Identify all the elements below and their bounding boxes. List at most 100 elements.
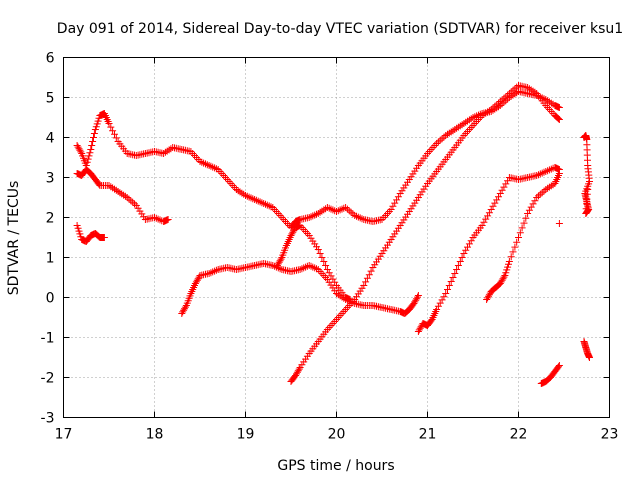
data-point-arc-a <box>555 104 563 111</box>
data-point-arc-h <box>492 280 503 291</box>
data-point-arc-k <box>584 162 593 182</box>
y-tick-label: 0 <box>46 291 55 307</box>
data-point-arc-f <box>414 182 430 201</box>
data-point-arc-a <box>333 204 348 215</box>
data-point-arc-b <box>123 194 138 208</box>
data-point-arc-a <box>187 148 202 163</box>
data-point-arc-a <box>105 120 120 142</box>
data-point-arc-f <box>551 112 562 123</box>
data-point-arc-a <box>278 214 293 229</box>
data-point-arc-k <box>582 190 591 217</box>
data-point-arc-k <box>583 136 591 164</box>
data-point-arc-c <box>100 234 108 241</box>
data-point-arc-e <box>273 255 285 269</box>
data-point-arc-f <box>323 318 339 333</box>
y-tick-label: -2 <box>41 371 55 387</box>
x-tick-label: 20 <box>328 427 346 443</box>
y-tick-labels: -3 -2 -1 0 1 2 3 4 5 6 <box>41 51 55 427</box>
data-point-arc-a <box>205 162 220 173</box>
data-point-arc-d <box>178 303 189 317</box>
data-point-arc-d <box>191 273 203 287</box>
data-point-arc-a <box>214 166 229 181</box>
data-point-arc-a <box>82 149 94 169</box>
data-point-arc-g <box>428 308 440 323</box>
data-point-arc-a <box>351 212 366 223</box>
data-point-arc-b <box>105 182 120 194</box>
data-point-arc-h <box>515 214 530 241</box>
x-tick-label: 17 <box>55 427 73 443</box>
data-point-arc-f <box>451 134 466 151</box>
y-tick-label: 6 <box>46 51 55 67</box>
data-point-arc-g <box>433 293 448 313</box>
data-point-arc-d <box>269 262 284 273</box>
data-point-arc-g <box>424 317 435 329</box>
data-point-arc-k <box>584 186 592 193</box>
data-point-arc-b <box>132 202 148 221</box>
data-point-arc-b <box>82 166 94 177</box>
data-point-arc-h <box>542 181 557 193</box>
data-point-arc-a <box>91 114 103 133</box>
x-tick-label: 18 <box>146 427 164 443</box>
data-point-arc-l <box>586 354 593 361</box>
data-point-arc-h <box>501 260 512 279</box>
data-point-arc-a <box>323 204 339 215</box>
data-point-arc-k <box>582 132 591 143</box>
data-point-arc-i <box>542 374 553 385</box>
y-tick-label: -1 <box>41 331 55 347</box>
data-point-arc-a <box>387 193 402 213</box>
data-point-arc-b <box>87 170 98 182</box>
data-point-arc-f <box>478 107 493 119</box>
data-point-arc-a <box>114 138 129 155</box>
data-point-arc-c <box>91 230 103 241</box>
data-point-arc-i <box>546 369 558 381</box>
y-tick-label: 4 <box>46 131 55 147</box>
data-point-arc-e <box>323 266 339 286</box>
data-point-arc-d <box>187 282 198 297</box>
x-tick-label: 19 <box>237 427 255 443</box>
data-point-arc-f <box>296 352 311 371</box>
data-point-arc-f <box>460 124 475 139</box>
data-point-arc-f <box>496 91 512 105</box>
data-point-arc-f <box>314 328 330 345</box>
data-point-arc-a <box>378 208 393 223</box>
y-tick-label: -3 <box>41 411 55 427</box>
data-point-arc-a <box>405 164 421 183</box>
data-point-arc-f <box>433 158 448 175</box>
data-point-arc-h <box>505 238 521 265</box>
data-point-arc-c <box>73 222 85 241</box>
data-point-arc-f <box>442 146 457 163</box>
data-point-arc-h <box>551 172 562 187</box>
data-point-arc-k <box>582 206 593 217</box>
data-point-arc-c <box>82 233 94 245</box>
x-tick-labels: 17 18 19 20 21 22 23 <box>55 427 619 443</box>
data-point-arc-f <box>360 267 375 289</box>
data-point-arc-f <box>292 365 303 379</box>
data-point-arc-f <box>533 90 548 107</box>
x-tick-label: 22 <box>510 427 528 443</box>
plot-frame <box>63 57 610 418</box>
data-point-arc-f <box>555 116 563 123</box>
data-points <box>73 82 593 387</box>
data-point-arc-a <box>242 192 257 203</box>
data-point-arc-a <box>451 121 466 133</box>
data-point-arc-d <box>323 276 339 295</box>
data-point-arc-a <box>542 96 557 108</box>
data-point-arc-f <box>405 196 421 215</box>
data-point-arc-a <box>505 89 521 101</box>
data-point-arc-f <box>342 298 357 313</box>
data-point-arc-a <box>287 219 299 231</box>
data-point-arc-e <box>278 244 289 261</box>
x-tick-label: 23 <box>601 427 619 443</box>
data-point-arc-a <box>433 133 448 147</box>
data-point-arc-e <box>333 282 348 299</box>
data-point-arc-i <box>551 363 562 375</box>
y-axis-label: SDTVAR / TECUs <box>6 181 22 296</box>
data-point-arc-h <box>496 273 508 287</box>
data-point-arc-e <box>282 234 294 249</box>
data-point-arc-a <box>260 200 275 211</box>
data-point-arc-h <box>555 170 563 177</box>
data-point-arc-g <box>496 177 512 197</box>
data-point-arc-a <box>223 176 239 191</box>
data-point-arc-g <box>469 224 484 241</box>
